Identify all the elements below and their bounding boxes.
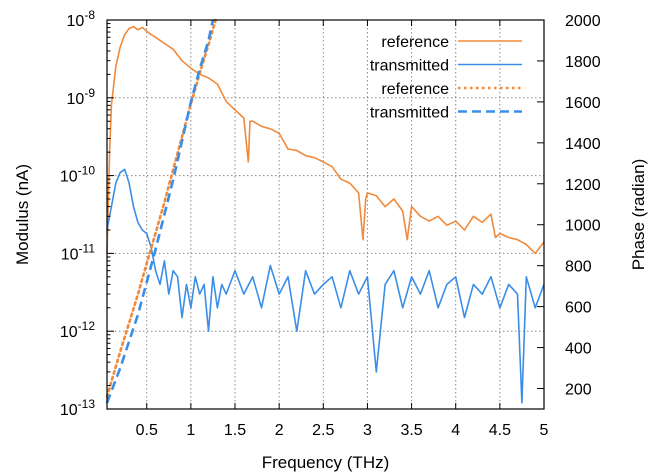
y2-axis-title: Phase (radian): [629, 159, 648, 271]
x-tick-label: 0.5: [136, 422, 158, 439]
y2-tick-label: 200: [565, 382, 592, 399]
y2-tick-label: 1400: [565, 136, 601, 153]
y-tick-label: 10-13: [60, 397, 95, 419]
x-tick-label: 1.5: [224, 422, 246, 439]
x-tick-label: 4: [451, 422, 460, 439]
y2-tick-label: 1200: [565, 177, 601, 194]
y2-tick-label: 2000: [565, 13, 601, 30]
x-tick-label: 2: [275, 422, 284, 439]
x-tick-label: 4.5: [489, 422, 511, 439]
plot-frame: [106, 19, 545, 410]
x-tick-label: 5: [540, 422, 549, 439]
legend-label: transmitted: [370, 105, 449, 122]
x-tick-label: 1: [186, 422, 195, 439]
x-tick-label: 3.5: [400, 422, 422, 439]
y-axis-title: Modulus (nA): [13, 164, 32, 265]
series-layer: [105, 18, 545, 404]
x-axis-title: Frequency (THz): [262, 453, 390, 472]
y-tick-label: 10-8: [67, 8, 96, 30]
series-line-reference-modulus: [106, 25, 545, 255]
series-line-transmitted-phase: [105, 19, 215, 404]
series-line-reference-phase: [105, 18, 217, 399]
y2-tick-label: 800: [565, 259, 592, 276]
y-tick-label: 10-12: [60, 319, 95, 341]
y-tick-label: 10-9: [67, 86, 96, 108]
y2-tick-label: 1600: [565, 95, 601, 112]
legend-label: transmitted: [370, 58, 449, 75]
legend-label: reference: [381, 34, 449, 51]
grid-layer: [107, 20, 544, 409]
y-tick-label: 10-10: [60, 164, 95, 186]
y2-tick-label: 1800: [565, 54, 601, 71]
y2-tick-label: 600: [565, 300, 592, 317]
legend: reference transmitted reference transmitted: [370, 34, 522, 122]
y2-tick-label: 1000: [565, 218, 601, 235]
y-tick-label: 10-11: [61, 241, 96, 263]
x-tick-label: 2.5: [312, 422, 334, 439]
x-tick-label: 3: [363, 422, 372, 439]
series-line-transmitted-modulus: [106, 168, 545, 404]
y2-tick-label: 400: [565, 341, 592, 358]
legend-label: reference: [381, 81, 449, 98]
tick-layer: 0.5 1 1.5 2 2.5 3 3.5 4 4.5 5 10-8 10-9 10-10 10-11 10…: [60, 8, 601, 439]
